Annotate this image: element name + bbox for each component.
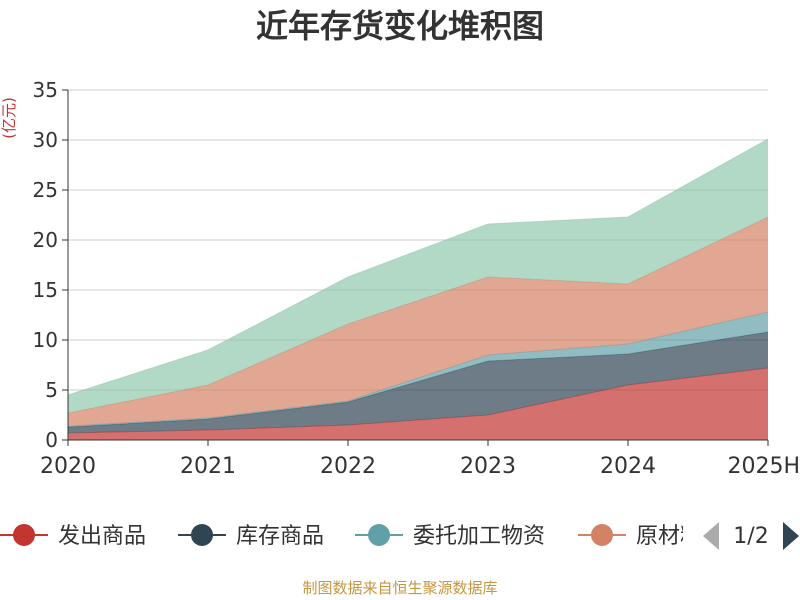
axes: 0 5 10 15 20 25 30 35 2020 2021 2022 2023 2024 2025H [33,78,800,479]
legend-marker [13,524,35,546]
legend[interactable]: 发出商品库存商品委托加工物资原材料在产品 [0,524,800,549]
y-tick-label: 20 [33,228,58,252]
x-tick-label: 2022 [320,454,376,479]
legend-marker [591,524,613,546]
legend-item-2[interactable]: 委托加工物资 [355,524,545,549]
x-tick-label: 2020 [40,454,96,479]
legend-pager: 1/2 [703,522,799,550]
legend-label: 委托加工物资 [413,524,545,549]
area-series-line-4 [67,138,769,396]
y-tick-label: 0 [45,428,58,452]
legend-page-indicator: 1/2 [733,524,768,549]
x-tick-label: 2024 [600,454,656,479]
area-series-0 [68,368,768,440]
chart-title: 近年存货变化堆积图 [255,7,544,45]
legend-prev-icon[interactable] [703,522,719,550]
y-tick-label: 35 [33,78,58,102]
area-series-3 [68,217,768,426]
legend-label: 库存商品 [236,524,324,549]
y-tick-label: 5 [45,378,58,402]
legend-item-1[interactable]: 库存商品 [178,524,324,549]
area-series-4 [68,139,768,413]
legend-label: 原材料 [636,524,702,549]
legend-next-icon[interactable] [783,522,799,550]
legend-item-0[interactable]: 发出商品 [0,524,146,549]
legend-item-3[interactable]: 原材料 [578,524,702,549]
area-series [67,138,769,440]
legend-label: 发出商品 [58,524,146,549]
y-axis-label: (亿元) [0,97,18,139]
y-tick-label: 10 [33,328,58,352]
source-note: 制图数据来自恒生聚源数据库 [302,579,498,597]
legend-marker [368,524,390,546]
y-tick-label: 30 [33,128,58,152]
y-tick-label: 25 [33,178,58,202]
area-series-1 [68,332,768,433]
x-tick-label: 2023 [460,454,516,479]
legend-marker [191,524,213,546]
x-tick-label: 2021 [180,454,236,479]
y-tick-label: 15 [33,278,58,302]
x-tick-label: 2025H [727,454,800,479]
